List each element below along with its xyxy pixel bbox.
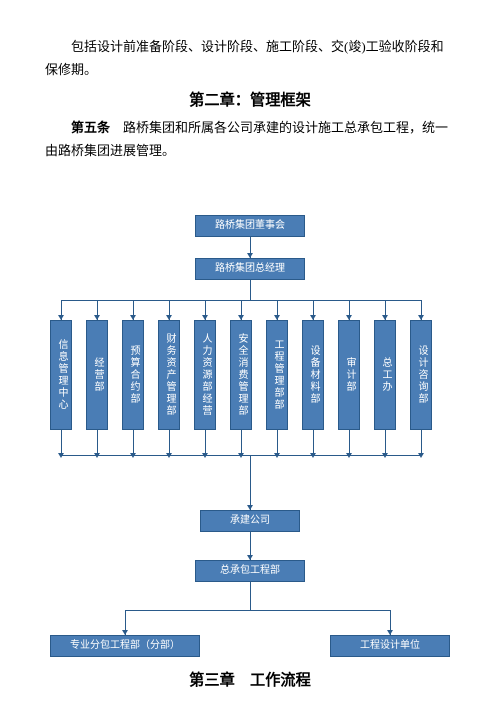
chapter2-title: 第二章：管理框架: [45, 88, 455, 110]
node-dept-2: 预算合约部: [122, 320, 144, 430]
node-dept-0: 信息管理中心: [50, 320, 72, 430]
node-dept-6: 工程管理部部: [266, 320, 288, 430]
node-board: 路桥集团董事会: [195, 215, 305, 237]
node-dept-9: 总工办: [374, 320, 396, 430]
node-dept-3: 财务资产管理部: [158, 320, 180, 430]
node-contract-dept: 总承包工程部: [195, 560, 305, 582]
chapter3-title: 第三章 工作流程: [0, 668, 500, 690]
node-design-unit: 工程设计单位: [330, 635, 450, 657]
node-dept-4: 人力资源部经营: [194, 320, 216, 430]
node-dept-1: 经营部: [86, 320, 108, 430]
node-dept-8: 审计部: [338, 320, 360, 430]
node-dept-5: 安全消费管理部: [230, 320, 252, 430]
node-construction-co: 承建公司: [200, 510, 300, 532]
node-dept-7: 设备材料部: [302, 320, 324, 430]
node-gm: 路桥集团总经理: [195, 258, 305, 280]
node-dept-10: 设计咨询部: [410, 320, 432, 430]
node-sub-dept: 专业分包工程部（分部）: [50, 635, 200, 657]
article5: 第五条路桥集团和所属各公司承建的设计施工总承包工程，统一由路桥集团进展管理。: [45, 116, 455, 163]
intro-paragraph: 包括设计前准备阶段、设计阶段、施工阶段、交(竣)工验收阶段和保修期。: [45, 35, 455, 82]
article5-label: 第五条: [71, 120, 110, 135]
